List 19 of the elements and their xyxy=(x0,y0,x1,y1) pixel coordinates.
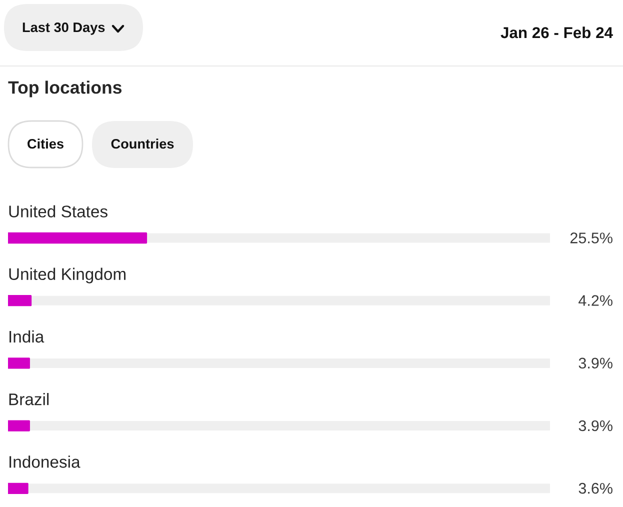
bar xyxy=(8,482,28,494)
bar xyxy=(8,420,30,432)
data-label: 25.5% xyxy=(570,232,612,244)
data-label: 4.2% xyxy=(578,295,612,306)
text: Jan 26 - Feb 24 xyxy=(500,26,613,38)
chart-title: Top locations xyxy=(8,80,122,98)
y-tick-label: Brazil xyxy=(9,392,49,406)
bar xyxy=(8,295,32,306)
y-tick-label: Indonesia xyxy=(10,456,80,468)
data-label: 3.9% xyxy=(578,420,612,432)
bar xyxy=(8,358,30,369)
text: Cities xyxy=(28,138,64,149)
text: Last 30 Days xyxy=(22,22,105,35)
y-tick-label: United Kingdom xyxy=(9,268,126,284)
data-label: 3.9% xyxy=(578,358,612,369)
text: Countries xyxy=(111,138,174,149)
data-label: 3.6% xyxy=(578,482,612,494)
y-tick-label: United States xyxy=(9,205,108,218)
y-tick-label: India xyxy=(10,330,44,343)
